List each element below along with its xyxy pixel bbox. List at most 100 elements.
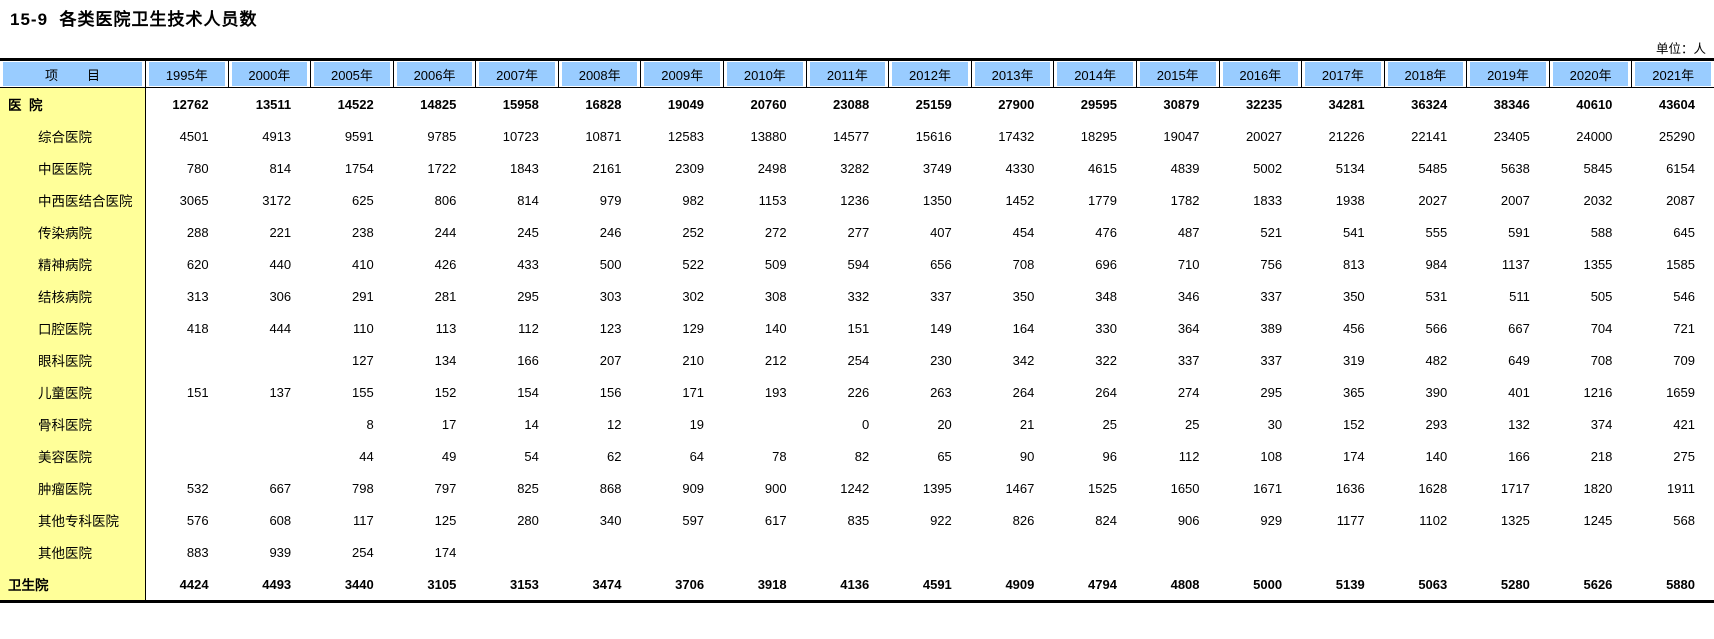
value-cell: 696 bbox=[1095, 256, 1117, 272]
item-header-cell: 项 目 bbox=[0, 61, 145, 87]
value-cell: 365 bbox=[1342, 384, 1365, 400]
value-cell: 2007 bbox=[1500, 192, 1530, 208]
value-cell: 541 bbox=[1342, 224, 1365, 240]
value-cell: 277 bbox=[847, 224, 870, 240]
value-cell: 909 bbox=[682, 480, 705, 496]
value-cell: 313 bbox=[145, 280, 228, 312]
value-cell: 4794 bbox=[1088, 576, 1117, 592]
year-header-cell: 2012年 bbox=[888, 61, 971, 87]
value-cell: 64 bbox=[689, 448, 705, 464]
value-cell: 14825 bbox=[420, 96, 457, 112]
value-cell: 281 bbox=[434, 288, 457, 304]
value-cell: 476 bbox=[1095, 224, 1117, 240]
value-cell: 350 bbox=[1342, 288, 1365, 304]
value-cell: 5280 bbox=[1500, 576, 1530, 592]
value-cell: 263 bbox=[930, 384, 952, 400]
year-header-cell: 2017年 bbox=[1301, 61, 1384, 87]
value-cell: 2087 bbox=[1666, 192, 1695, 208]
value-cell: 140 bbox=[1425, 448, 1448, 464]
value-cell: 532 bbox=[145, 472, 228, 504]
value-cell: 90 bbox=[1019, 448, 1035, 464]
value-cell: 4913 bbox=[262, 128, 292, 144]
value-cell: 1452 bbox=[1005, 192, 1035, 208]
value-cell: 245 bbox=[517, 224, 539, 240]
table-row: 传染病院 288 221 238 244 245 246 252 272 277 407 454 476… bbox=[0, 216, 1714, 248]
unit-label: 单位：人 bbox=[1655, 42, 1706, 56]
value-cell: 10871 bbox=[585, 128, 622, 144]
value-cell: 113 bbox=[435, 320, 457, 336]
value-cell: 1671 bbox=[1253, 480, 1283, 496]
year-header-cell: 2014年 bbox=[1053, 61, 1136, 87]
year-header-cell: 2010年 bbox=[723, 61, 806, 87]
value-cell: 4615 bbox=[1088, 160, 1117, 176]
value-cell: 906 bbox=[1177, 512, 1200, 528]
value-cell: 226 bbox=[847, 384, 870, 400]
value-cell: 295 bbox=[1260, 384, 1283, 400]
value-cell: 1585 bbox=[1666, 256, 1695, 272]
value-cell: 594 bbox=[847, 256, 870, 272]
value-cell: 348 bbox=[1095, 288, 1117, 304]
value-cell: 221 bbox=[269, 224, 292, 240]
value-cell: 303 bbox=[599, 288, 622, 304]
year-header-cell: 2009年 bbox=[640, 61, 723, 87]
table-row: 医 院 12762 13511 14522 14825 15958 16828 19049 20… bbox=[0, 88, 1714, 120]
value-cell: 620 bbox=[145, 248, 228, 280]
table-row: 综合医院 4501 4913 9591 9785 10723 10871 12583 13880… bbox=[0, 120, 1714, 152]
value-cell: 531 bbox=[1425, 288, 1448, 304]
value-cell: 108 bbox=[1260, 448, 1283, 464]
table-header-row: 项 目 1995年 2000年 2005年 2006年 2007年 2008年 2009年 2… bbox=[0, 58, 1714, 88]
value-cell: 5485 bbox=[1418, 160, 1448, 176]
value-cell: 132 bbox=[1508, 416, 1530, 432]
table-row: 结核病院 313 306 291 281 295 303 302 308 332 337 350 348… bbox=[0, 280, 1714, 312]
value-cell: 979 bbox=[599, 192, 622, 208]
value-cell: 40610 bbox=[1576, 96, 1613, 112]
value-cell: 254 bbox=[352, 544, 374, 560]
value-cell: 152 bbox=[434, 384, 457, 400]
value-cell: 825 bbox=[517, 480, 539, 496]
value-cell: 24000 bbox=[1576, 128, 1613, 144]
value-cell: 127 bbox=[352, 352, 374, 368]
value-cell: 509 bbox=[764, 256, 787, 272]
table-row: 其他专科医院 576 608 117 125 280 340 597 617 835 922 826 8… bbox=[0, 504, 1714, 536]
value-cell: 171 bbox=[682, 384, 705, 400]
value-cell: 982 bbox=[682, 192, 705, 208]
value-cell bbox=[1549, 536, 1632, 568]
value-cell bbox=[971, 536, 1054, 568]
year-header-cell: 2021年 bbox=[1631, 61, 1714, 87]
value-cell: 156 bbox=[599, 384, 622, 400]
value-cell: 22141 bbox=[1411, 128, 1448, 144]
value-cell: 14 bbox=[524, 416, 539, 432]
value-cell: 426 bbox=[434, 256, 457, 272]
value-cell: 500 bbox=[599, 256, 622, 272]
value-cell: 826 bbox=[1012, 512, 1035, 528]
value-cell: 3065 bbox=[145, 184, 228, 216]
value-cell: 8 bbox=[366, 416, 374, 432]
value-cell: 390 bbox=[1425, 384, 1448, 400]
table-row: 中医医院 780 814 1754 1722 1843 2161 2309 2498 3282 37… bbox=[0, 152, 1714, 184]
value-cell: 2498 bbox=[757, 160, 787, 176]
value-cell: 3706 bbox=[675, 576, 705, 592]
table-body: 医 院 12762 13511 14522 14825 15958 16828 19049 20… bbox=[0, 88, 1714, 603]
value-cell: 1628 bbox=[1418, 480, 1448, 496]
value-cell: 1236 bbox=[840, 192, 870, 208]
value-cell: 330 bbox=[1095, 320, 1117, 336]
value-cell: 4330 bbox=[1005, 160, 1035, 176]
value-cell: 346 bbox=[1177, 288, 1200, 304]
value-cell: 20760 bbox=[750, 96, 787, 112]
value-cell: 322 bbox=[1095, 352, 1117, 368]
value-cell: 140 bbox=[764, 320, 787, 336]
value-cell: 364 bbox=[1177, 320, 1200, 336]
value-cell: 667 bbox=[269, 480, 292, 496]
value-cell: 3440 bbox=[344, 576, 374, 592]
table-row: 中西医结合医院 3065 3172 625 806 814 979 982 1153 1236 13… bbox=[0, 184, 1714, 216]
value-cell: 407 bbox=[930, 224, 952, 240]
value-cell: 1350 bbox=[922, 192, 952, 208]
value-cell: 505 bbox=[1590, 288, 1613, 304]
value-cell: 1911 bbox=[1667, 480, 1695, 496]
value-cell: 708 bbox=[1590, 352, 1613, 368]
year-header-cell: 2020年 bbox=[1548, 61, 1632, 87]
value-cell bbox=[1301, 536, 1384, 568]
value-cell: 32235 bbox=[1245, 96, 1283, 112]
value-cell: 1717 bbox=[1500, 480, 1530, 496]
